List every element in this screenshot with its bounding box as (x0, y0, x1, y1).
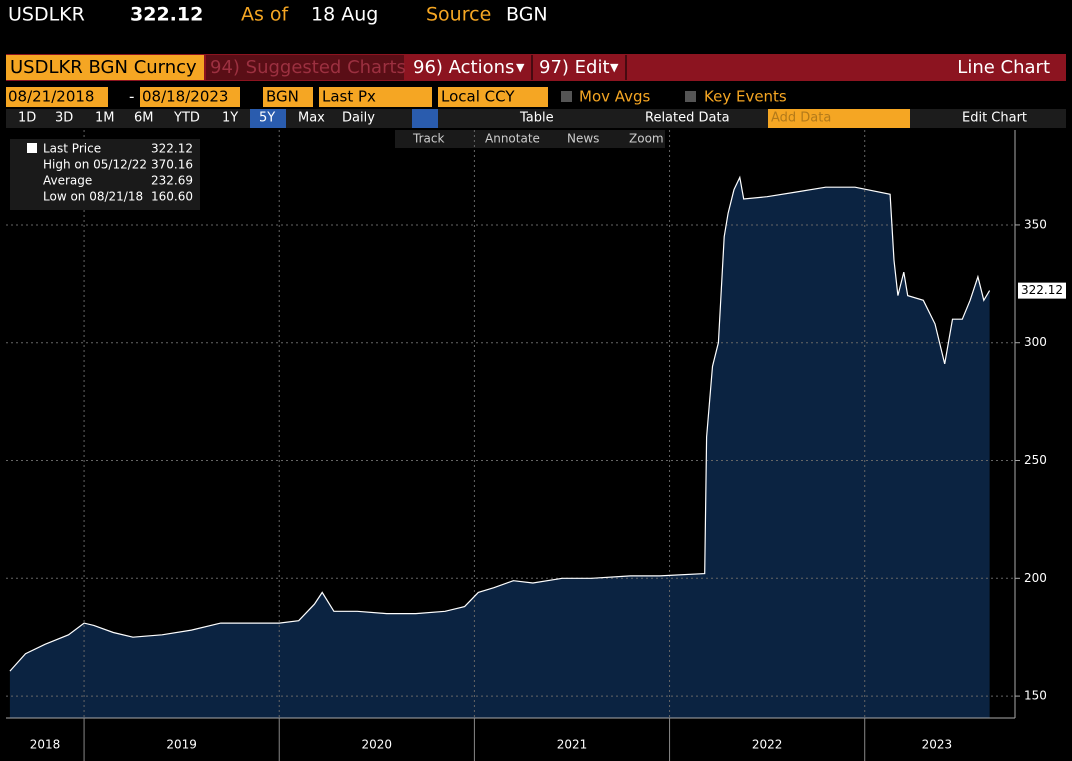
legend-value: 232.69 (151, 174, 193, 188)
source-label: Source (426, 4, 491, 26)
period-button[interactable]: 1Y (222, 111, 238, 126)
edit[interactable]: 97) Edit (539, 57, 610, 78)
line-icon-button[interactable] (412, 109, 438, 128)
period-button[interactable]: Max (298, 111, 325, 126)
currency[interactable]: Local CCY (441, 88, 515, 106)
last-price-label: 322.12 (1021, 283, 1063, 297)
frequency[interactable]: Daily (342, 111, 375, 126)
edit-chart[interactable]: Edit Chart (962, 111, 1027, 126)
suggested[interactable]: 94) Suggested Charts (210, 57, 406, 78)
related-data[interactable]: Related Data (645, 111, 730, 126)
period-active (250, 109, 286, 128)
x-tick-label: 2018 (30, 738, 61, 752)
legend-label: Average (43, 174, 92, 188)
legend-value: 322.12 (151, 142, 193, 156)
chart-kind: Line Chart (957, 57, 1050, 78)
dash: - (129, 88, 134, 106)
legend-box (10, 139, 200, 210)
field[interactable]: Last Px (322, 88, 376, 106)
y-tick-label: 250 (1024, 453, 1047, 467)
chart-tool[interactable]: Track (412, 132, 444, 146)
period-button[interactable]: 1D (18, 111, 36, 126)
caret: ▼ (516, 61, 525, 74)
legend-swatch (27, 143, 37, 153)
period-button[interactable]: 3D (55, 111, 73, 126)
currency-box[interactable] (438, 87, 548, 107)
area-fill (9, 177, 990, 718)
security-box[interactable] (6, 55, 204, 80)
x-tick-label: 2019 (166, 738, 197, 752)
legend-label: Low on 08/21/18 (43, 190, 143, 204)
field-box[interactable] (319, 87, 432, 107)
legend-label: High on 05/12/22 (43, 158, 147, 172)
add-data[interactable]: Add Data (771, 111, 831, 126)
checkbox[interactable] (685, 91, 696, 102)
suggested-button[interactable] (206, 55, 404, 80)
as-of-label: As of (241, 4, 290, 26)
x-tick-label: 2020 (362, 738, 393, 752)
actions[interactable]: 96) Actions (413, 57, 514, 78)
period-button[interactable]: YTD (173, 111, 200, 126)
y-tick-label: 200 (1024, 571, 1047, 585)
source-field[interactable]: BGN (266, 88, 299, 106)
caret: ▼ (610, 61, 619, 74)
x-tick-label: 2021 (557, 738, 588, 752)
mov-avgs[interactable]: Mov Avgs (579, 88, 651, 106)
x-tick-label: 2023 (922, 738, 953, 752)
end-date[interactable]: 08/18/2023 (142, 88, 228, 106)
y-tick-label: 150 (1024, 689, 1047, 703)
tools-bar (395, 130, 665, 148)
chart-tool[interactable]: News (567, 132, 599, 146)
checkbox[interactable] (561, 91, 572, 102)
table[interactable]: Table (519, 111, 554, 126)
ticker: USDLKR (8, 4, 85, 26)
y-tick-label: 300 (1024, 335, 1047, 349)
start-date-box[interactable] (6, 87, 108, 107)
price-line (9, 175, 991, 672)
start-date[interactable]: 08/21/2018 (8, 88, 94, 106)
period-button[interactable]: 5Y (259, 111, 275, 126)
y-tick-label: 350 (1024, 217, 1047, 231)
legend-value: 370.16 (151, 158, 193, 172)
end-date-box[interactable] (140, 87, 240, 107)
chart-tool[interactable]: Annotate (485, 132, 540, 146)
legend-value: 160.60 (151, 190, 193, 204)
price: 322.12 (130, 4, 203, 26)
add-data-box[interactable] (768, 109, 910, 128)
source: BGN (506, 4, 548, 26)
legend-label: Last Price (43, 142, 101, 156)
last-price-box (1018, 282, 1066, 299)
chart-tool[interactable]: Zoom (629, 132, 664, 146)
period-button[interactable]: 1M (95, 111, 115, 126)
as-of: 18 Aug (311, 4, 378, 26)
period-button[interactable]: 6M (134, 111, 154, 126)
source-box[interactable] (263, 87, 313, 107)
security[interactable]: USDLKR BGN Curncy (10, 57, 197, 78)
x-tick-label: 2022 (752, 738, 783, 752)
key-events[interactable]: Key Events (704, 88, 787, 106)
